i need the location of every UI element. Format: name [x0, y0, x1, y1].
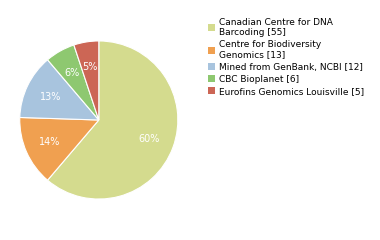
Legend: Canadian Centre for DNA
Barcoding [55], Centre for Biodiversity
Genomics [13], M: Canadian Centre for DNA Barcoding [55], … — [206, 16, 366, 98]
Text: 6%: 6% — [65, 68, 80, 78]
Wedge shape — [20, 60, 99, 120]
Text: 14%: 14% — [39, 137, 60, 147]
Text: 60%: 60% — [139, 134, 160, 144]
Text: 5%: 5% — [82, 62, 98, 72]
Wedge shape — [20, 117, 99, 180]
Text: 13%: 13% — [40, 92, 61, 102]
Wedge shape — [48, 45, 99, 120]
Wedge shape — [74, 41, 99, 120]
Wedge shape — [48, 41, 178, 199]
